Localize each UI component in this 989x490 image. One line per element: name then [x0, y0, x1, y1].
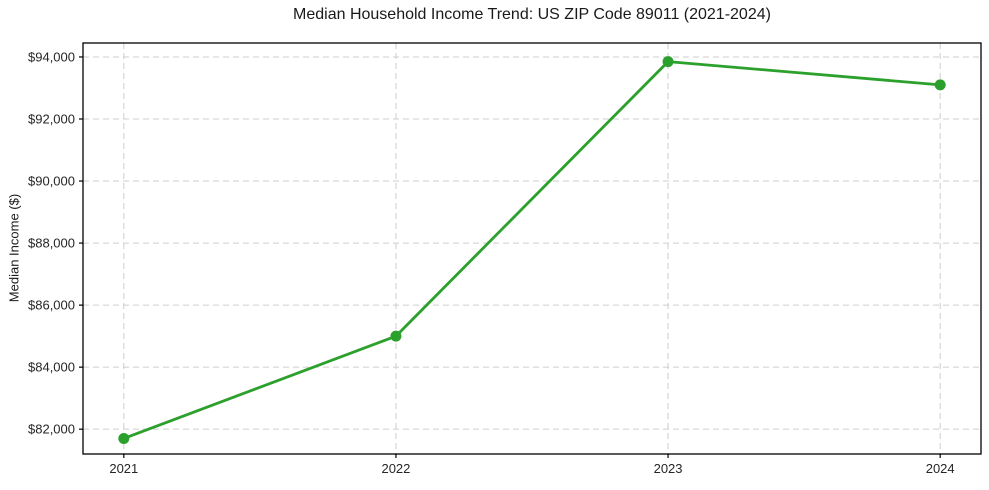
y-tick-label: $90,000 — [28, 174, 75, 189]
data-point-2023 — [662, 56, 674, 68]
income-trend-line — [122, 60, 942, 440]
y-tick-label: $86,000 — [28, 298, 75, 313]
data-point-2021 — [118, 432, 130, 444]
x-tick-label: 2022 — [381, 461, 410, 476]
y-tick-label: $92,000 — [28, 111, 75, 126]
y-tick-label: $94,000 — [28, 49, 75, 64]
plot-border — [82, 42, 982, 455]
x-tick-label: 2021 — [109, 461, 138, 476]
x-tick-label: 2024 — [926, 461, 955, 476]
x-tick-label: 2023 — [654, 461, 683, 476]
y-tick-label: $84,000 — [28, 360, 75, 375]
y-tick-label: $88,000 — [28, 236, 75, 251]
chart-title: Median Household Income Trend: US ZIP Co… — [293, 6, 771, 23]
data-point-2022 — [390, 330, 402, 342]
data-point-2024 — [934, 79, 946, 91]
y-tick-label: $82,000 — [28, 422, 75, 437]
